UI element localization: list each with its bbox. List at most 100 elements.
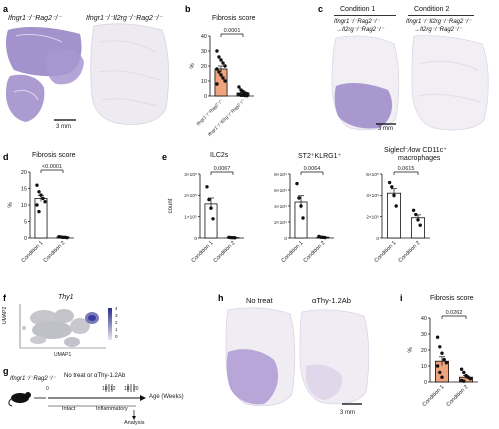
panel-g-mouse-label: Ifngr1⁻/⁻Rag2⁻/⁻ (10, 376, 56, 382)
umap-yaxis-label: UMAP2 (2, 306, 8, 324)
panel-i-title: Fibrosis score (430, 295, 474, 302)
panel-c-cond2: Condition 2 (414, 6, 450, 13)
y-tick-label: 4×10⁴ (274, 204, 287, 210)
panel-g-inflammatory: Inflammatory (96, 406, 128, 412)
panel-a-left-label: Ifngr1⁻/⁻Rag2⁻/⁻ (8, 15, 62, 22)
legend-tick-3: 3 (115, 313, 118, 318)
x-tick-label: Condition 2 (212, 240, 236, 264)
y-tick-label: 0 (204, 94, 207, 100)
chart-e-macrophages: 0 2×10⁵ 4×10⁵ 6×10⁵ Condition 1 Condition 2 0.… (366, 166, 430, 264)
panel-c-cond1-line2: →Il2rg⁻/⁻Rag2⁻/⁻ (336, 27, 385, 33)
data-point (462, 370, 466, 375)
panel-e-sub3-title-line2: macrophages (398, 155, 441, 162)
y-tick-label: 2×10⁵ (184, 193, 197, 199)
legend-tick-4: 4 (115, 306, 118, 311)
data-point (237, 85, 241, 89)
y-axis-label: % (408, 347, 414, 353)
panel-c-cond1: Condition 1 (340, 6, 376, 13)
panel-f-gene: Thy1 (58, 294, 74, 301)
x-tick-label: Condition 2 (302, 240, 326, 264)
data-point (233, 236, 237, 240)
injection-arrows (105, 384, 135, 392)
p-value: 0.0001 (224, 28, 241, 34)
panel-e-sub2-title: ST2⁺KLRG1⁺ (298, 153, 342, 160)
data-point (41, 196, 45, 201)
y-tick-label: 30 (421, 332, 427, 338)
panel-letter-d: d (3, 152, 9, 162)
data-point (435, 364, 440, 368)
y-tick-label: 1×10⁵ (184, 214, 197, 220)
data-point (416, 218, 420, 222)
panel-c-histology (331, 35, 489, 131)
data-point (219, 58, 223, 62)
panel-d-title: Fibrosis score (32, 152, 76, 159)
data-point (411, 208, 416, 212)
data-point (440, 375, 444, 379)
chart-e-ilc2s: 0 1×10⁵ 2×10⁵ 3×10⁵ count Condition 1Conditio… (168, 166, 244, 264)
umap-clusters (22, 309, 99, 347)
panel-c-cond2-line2: →Il2rg⁻/⁻Rag2⁻/⁻ (414, 27, 463, 33)
data-point (219, 73, 223, 77)
y-tick-label: 20 (201, 64, 207, 70)
p-value: 0.0064 (304, 166, 321, 172)
panel-e-sub3-title-line1: Siglecf⁻⁄low CD11c⁺ (384, 147, 447, 154)
legend-tick-0: 0 (115, 334, 118, 339)
panel-a-histology (6, 23, 170, 125)
data-point (323, 235, 327, 240)
lung-section-cond2 (411, 35, 489, 131)
x-tick-label: Condition 2 (42, 240, 66, 264)
data-point (217, 70, 221, 74)
y-tick-label: 20 (421, 348, 427, 354)
lung-section-no-treat (225, 307, 296, 407)
data-point (215, 49, 219, 53)
umap-xaxis-label: UMAP1 (54, 352, 72, 358)
data-point (35, 203, 39, 207)
panel-letter-b: b (185, 4, 191, 14)
chart-b: 010203040%Ifngr1⁻/⁻Rag2⁻/⁻Ifngr1⁻/⁻Il2rg… (190, 28, 254, 137)
x-tick-label: Condition 1 (20, 240, 44, 264)
data-point (297, 196, 301, 200)
data-point (418, 223, 422, 227)
y-tick-label: 40 (421, 316, 427, 322)
data-point (37, 190, 41, 194)
y-tick-label: 0 (284, 236, 287, 242)
y-tick-label: 30 (201, 49, 207, 55)
p-value: 0.0615 (398, 166, 415, 172)
p-value: 0.0262 (446, 310, 463, 316)
timeline-tick-18: 18 (124, 386, 130, 392)
data-point (43, 200, 47, 204)
y-tick-label: 2×10⁵ (366, 214, 379, 220)
data-point (295, 181, 299, 186)
timeline-tick-20: 20 (133, 386, 139, 392)
data-point (39, 193, 43, 197)
y-tick-label: 10 (421, 364, 427, 370)
x-tick-label: Ifngr1⁻/⁻Il2rg⁻/⁻Rag2⁻/⁻ (207, 98, 246, 137)
y-tick-label: 0 (194, 236, 197, 242)
data-point (65, 235, 69, 240)
umap-plot (19, 304, 112, 349)
panel-letter-e: e (162, 152, 168, 162)
data-point (468, 377, 473, 381)
panel-h-right-label: αThy-1.2Ab (312, 296, 351, 305)
y-tick-label: 40 (201, 34, 207, 40)
x-tick-label: Condition 1 (280, 240, 304, 264)
panel-letter-g: g (3, 366, 9, 376)
panel-c-cond1-line1: Ifngr1⁻/⁻Rag2⁻/⁻ (334, 19, 380, 25)
panel-h-left-label: No treat (246, 296, 273, 305)
panel-h-histology (225, 307, 370, 407)
panel-g-analysis: Analysis (124, 420, 145, 426)
y-tick-label: 20 (21, 170, 27, 176)
timeline-tick-10: 10 (102, 386, 108, 392)
data-point (462, 379, 466, 383)
panel-g-treatment: No treat or αThy-1.2Ab (64, 373, 126, 379)
y-tick-label: 15 (21, 186, 27, 192)
mouse-icon (8, 392, 31, 407)
data-point (394, 204, 398, 208)
data-point (301, 216, 305, 220)
panel-g-age-label: Age (Weeks) (149, 394, 184, 400)
y-tick-label: 6×10⁴ (274, 188, 287, 194)
data-point (392, 193, 396, 198)
data-point (37, 209, 41, 214)
data-point (215, 67, 219, 71)
